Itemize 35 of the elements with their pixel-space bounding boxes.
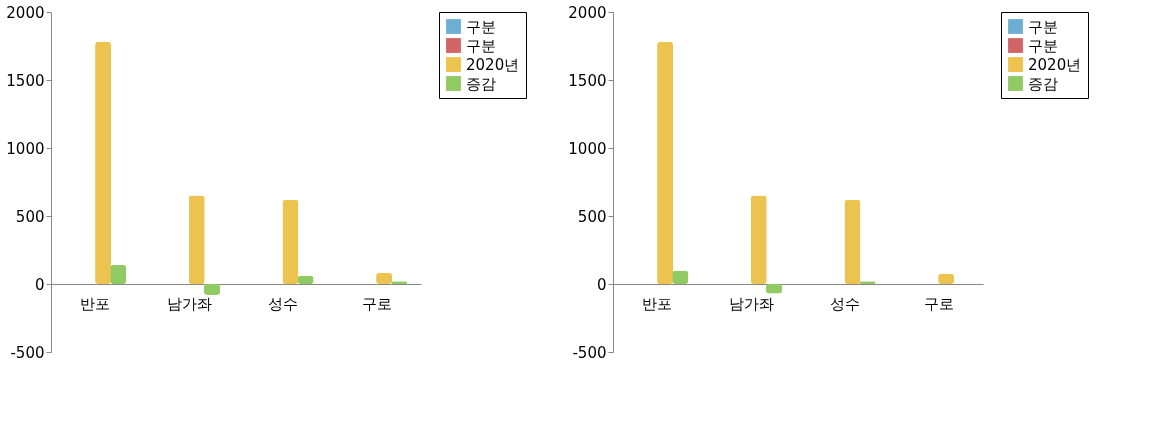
legend-label: 2020년 bbox=[1028, 55, 1082, 74]
y-tick-label: 2000 bbox=[6, 3, 45, 22]
bar bbox=[282, 199, 299, 284]
legend-label: 구분 bbox=[466, 17, 496, 36]
bar bbox=[188, 195, 205, 284]
legend-label: 구분 bbox=[1028, 17, 1058, 36]
x-tick-label: 반포 bbox=[642, 294, 673, 313]
legend-label: 구분 bbox=[466, 36, 496, 55]
x-tick-label: 성수 bbox=[829, 294, 860, 313]
bar bbox=[95, 41, 112, 284]
y-tick-label: 0 bbox=[596, 275, 607, 294]
y-tick-label: -500 bbox=[10, 343, 45, 362]
x-tick-label: 구로 bbox=[923, 294, 954, 313]
legend-label: 증감 bbox=[466, 74, 496, 93]
x-tick-label: 반포 bbox=[80, 294, 111, 313]
legend-label: 구분 bbox=[1028, 36, 1058, 55]
y-tick-label: 1000 bbox=[6, 139, 45, 158]
y-tick-label: 1500 bbox=[568, 71, 607, 90]
y-tick-label: 1500 bbox=[6, 71, 45, 90]
y-tick-label: 0 bbox=[34, 275, 45, 294]
bar bbox=[844, 199, 861, 284]
bar bbox=[750, 195, 767, 284]
bar bbox=[657, 41, 674, 284]
y-tick-label: 2000 bbox=[568, 3, 607, 22]
y-tick-label: 500 bbox=[15, 207, 45, 226]
x-tick-label: 구로 bbox=[361, 294, 392, 313]
x-tick-label: 성수 bbox=[267, 294, 298, 313]
y-tick-label: 500 bbox=[577, 207, 607, 226]
x-tick-label: 남가좌 bbox=[728, 294, 774, 313]
legend-label: 2020년 bbox=[466, 55, 520, 74]
y-tick-label: -500 bbox=[572, 343, 607, 362]
bar bbox=[110, 264, 127, 284]
legend-label: 증감 bbox=[1028, 74, 1058, 93]
y-tick-label: 1000 bbox=[568, 139, 607, 158]
x-tick-label: 남가좌 bbox=[166, 294, 212, 313]
